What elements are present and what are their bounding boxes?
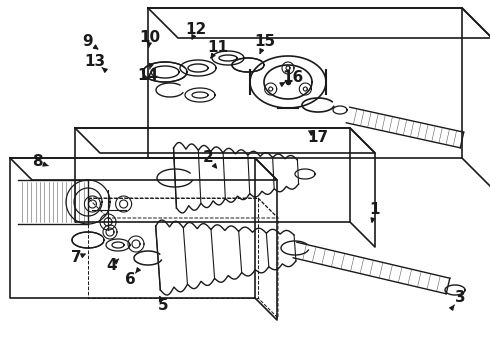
Text: 9: 9 [83, 35, 93, 49]
Text: 15: 15 [254, 35, 275, 49]
Text: 14: 14 [137, 68, 159, 82]
Text: 6: 6 [124, 273, 135, 288]
Text: 4: 4 [107, 257, 117, 273]
Text: 1: 1 [370, 202, 380, 217]
Text: 12: 12 [185, 22, 207, 37]
Text: 10: 10 [140, 31, 161, 45]
Text: 7: 7 [71, 251, 81, 266]
Text: 11: 11 [207, 40, 228, 55]
Text: 13: 13 [84, 54, 105, 69]
Text: 8: 8 [32, 154, 42, 170]
Text: 5: 5 [158, 297, 168, 312]
Text: 3: 3 [455, 291, 466, 306]
Text: 16: 16 [282, 71, 304, 85]
Text: 2: 2 [203, 150, 213, 166]
Text: 17: 17 [307, 130, 329, 145]
